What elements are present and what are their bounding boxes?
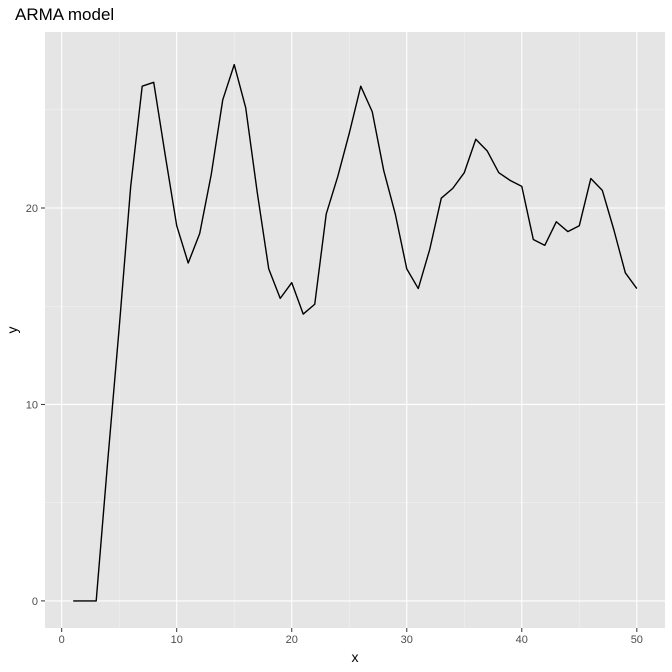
x-tick-label: 50 [631,634,643,646]
y-tick-label: 10 [26,399,38,411]
y-axis: 0 10 20 [26,203,45,608]
series-line [73,63,638,602]
x-tick-label: 0 [59,634,65,646]
x-tick-label: 10 [171,634,183,646]
y-tick-label: 0 [32,596,38,608]
x-tick-label: 20 [286,634,298,646]
plot-panel [45,32,665,628]
chart-title: ARMA model [15,5,114,24]
y-tick-label: 20 [26,203,38,215]
x-axis: 0 10 20 30 40 50 [59,628,643,646]
x-axis-title: x [352,649,359,665]
y-axis-title: y [4,327,20,334]
x-tick-label: 30 [401,634,413,646]
major-gridlines [45,32,665,628]
x-tick-label: 40 [516,634,528,646]
